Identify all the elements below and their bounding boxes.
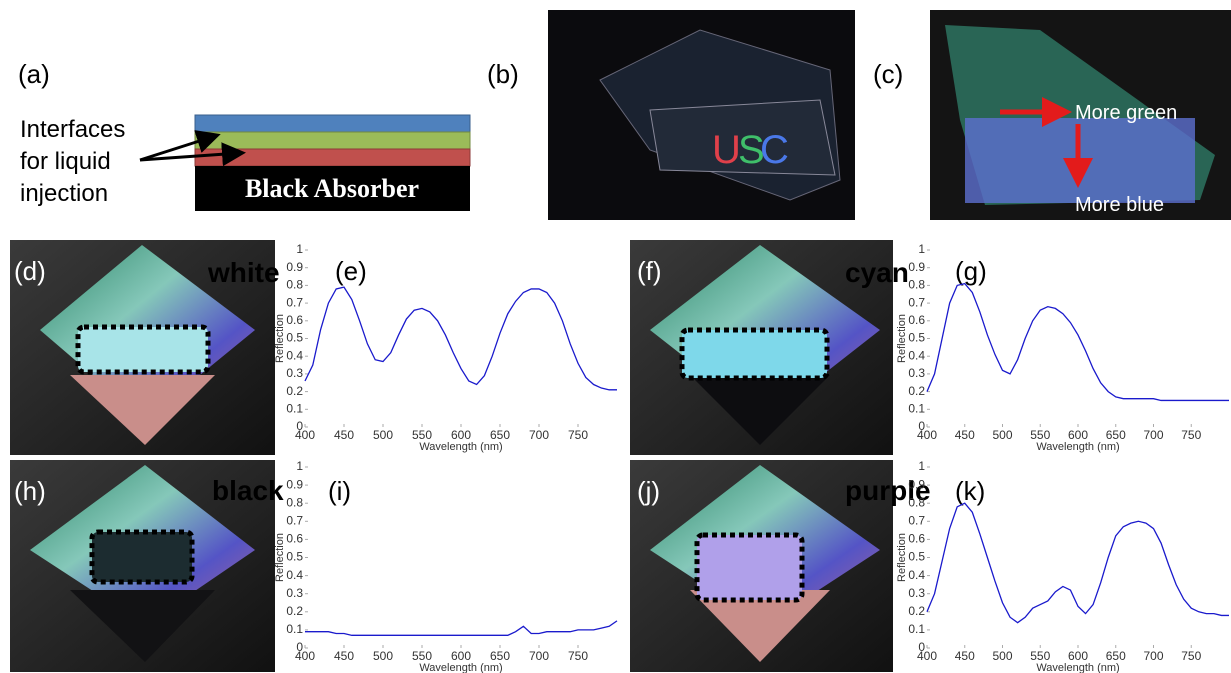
y-tick-label: 0.8 [908,495,925,509]
panel-label: (j) [637,476,660,506]
photo-annotation: More green [1075,102,1177,124]
x-tick-label: 700 [529,428,549,442]
y-tick-label: 0.9 [908,260,925,274]
y-tick-label: 0.1 [908,622,925,636]
diagram-text: injection [20,180,108,207]
y-tick-label: 0.8 [286,278,303,292]
x-tick-label: 750 [568,428,588,442]
x-tick-label: 450 [955,428,975,442]
y-tick-label: 0.3 [286,586,303,600]
x-tick-label: 500 [992,649,1012,663]
panel-label: (k) [955,476,985,506]
y-tick-label: 0.7 [908,513,925,527]
y-tick-label: 0.6 [908,313,925,327]
layer-red [195,149,470,166]
x-axis-label: Wavelength (nm) [419,441,502,453]
y-tick-label: 0.2 [286,384,303,398]
y-tick-label: 0.2 [908,384,925,398]
x-tick-label: 700 [1143,649,1163,663]
y-tick-label: 0.7 [286,513,303,527]
absorber-label: Black Absorber [245,174,419,203]
y-tick-label: 0.8 [908,278,925,292]
y-tick-label: 0.3 [286,366,303,380]
y-tick-label: 0.5 [286,550,303,564]
y-tick-label: 0.6 [286,532,303,546]
x-tick-label: 400 [295,649,315,663]
spectrum-line [305,287,617,390]
x-tick-label: 700 [1143,428,1163,442]
x-axis-label: Wavelength (nm) [1036,441,1119,453]
y-tick-label: 0.6 [908,532,925,546]
y-tick-label: 1 [918,459,925,473]
panel-label: (f) [637,256,662,286]
x-tick-label: 500 [373,428,393,442]
y-tick-label: 0.6 [286,313,303,327]
x-tick-label: 400 [295,428,315,442]
x-tick-label: 450 [955,649,975,663]
color-word: cyan [845,257,909,288]
usc-letter: U [712,128,741,172]
diagram-text: for liquid [20,148,111,175]
x-tick-label: 450 [334,428,354,442]
spectrum-line [305,621,617,635]
y-tick-label: 0.3 [908,586,925,600]
x-tick-label: 400 [917,428,937,442]
x-axis-label: Wavelength (nm) [419,662,502,673]
panel-label: (c) [873,59,903,89]
panel-label: (a) [18,59,50,89]
x-tick-label: 750 [1181,428,1201,442]
y-tick-label: 0.3 [908,366,925,380]
y-tick-label: 1 [296,459,303,473]
x-axis-label: Wavelength (nm) [1036,662,1119,673]
usc-letter: C [760,128,789,172]
y-tick-label: 0.9 [286,477,303,491]
panel-label: (b) [487,59,519,89]
x-tick-label: 750 [1181,649,1201,663]
x-tick-label: 450 [334,649,354,663]
y-tick-label: 0.7 [286,295,303,309]
y-tick-label: 1 [296,242,303,256]
y-tick-label: 0.5 [908,550,925,564]
color-word: white [207,257,280,288]
y-axis-label: Reflection [896,533,908,582]
panel-label: (e) [335,256,367,286]
y-tick-label: 0.2 [908,604,925,618]
spectrum-line [927,503,1229,622]
y-tick-label: 0.9 [908,477,925,491]
panel-label: (g) [955,256,987,286]
y-tick-label: 0.4 [908,568,925,582]
x-tick-label: 400 [917,649,937,663]
y-axis-label: Reflection [896,314,908,363]
photo-annotation: More blue [1075,194,1164,216]
panel-label: (h) [14,476,46,506]
y-tick-label: 0.4 [908,348,925,362]
x-tick-label: 500 [373,649,393,663]
y-tick-label: 0.4 [286,568,303,582]
panel-label: (i) [328,476,351,506]
layer-blue [195,115,470,132]
x-tick-label: 750 [568,649,588,663]
x-tick-label: 700 [529,649,549,663]
figure: (a) Black Absorber Interfaces for liquid… [0,0,1231,673]
y-tick-label: 0.1 [908,401,925,415]
spectrum-line [927,284,1229,401]
y-tick-label: 0.4 [286,348,303,362]
y-tick-label: 0.8 [286,495,303,509]
y-tick-label: 1 [918,242,925,256]
y-tick-label: 0.5 [286,331,303,345]
x-tick-label: 500 [992,428,1012,442]
y-tick-label: 0.1 [286,401,303,415]
y-tick-label: 0.7 [908,295,925,309]
y-axis-label: Reflection [274,533,286,582]
y-axis-label: Reflection [274,314,286,363]
y-tick-label: 0.9 [286,260,303,274]
panel-label: (d) [14,256,46,286]
y-tick-label: 0.1 [286,622,303,636]
layer-green [195,132,470,149]
diagram-text: Interfaces [20,116,125,143]
y-tick-label: 0.2 [286,604,303,618]
color-word: black [212,475,284,506]
y-tick-label: 0.5 [908,331,925,345]
